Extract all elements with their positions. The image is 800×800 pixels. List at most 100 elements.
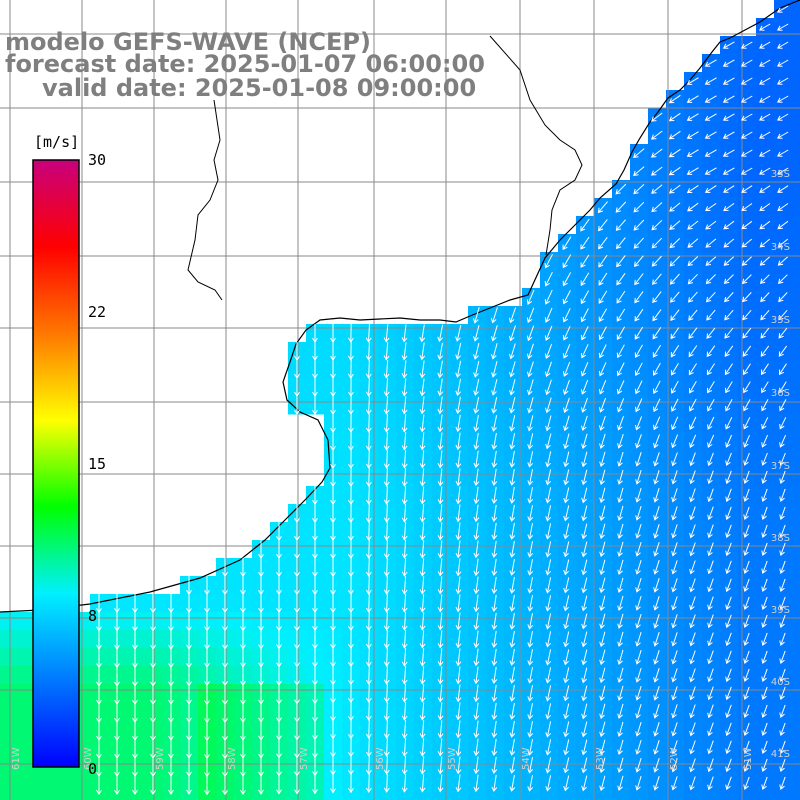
wind-arrow [760, 309, 770, 321]
wind-cell [0, 630, 19, 649]
wind-arrow [724, 292, 734, 303]
wind-arrow [383, 630, 390, 649]
wind-arrow [509, 415, 516, 432]
wind-arrow [455, 774, 462, 793]
wind-cell [792, 612, 800, 631]
wind-arrow [581, 487, 588, 504]
wind-arrow [581, 721, 588, 738]
wind-arrow [633, 201, 645, 213]
wind-cell [432, 792, 451, 800]
wind-cell [720, 792, 739, 800]
wind-arrow [635, 757, 642, 773]
wind-arrow [365, 342, 372, 361]
wind-arrow [635, 487, 642, 503]
wind-arrow [526, 343, 534, 360]
wind-cell [792, 756, 800, 775]
wind-arrow [671, 434, 679, 449]
wind-arrow [671, 416, 679, 431]
wind-arrow [687, 256, 699, 267]
wind-cell [108, 792, 127, 800]
wind-arrow [599, 505, 606, 522]
wind-arrow [491, 415, 498, 432]
wind-arrow [671, 560, 678, 575]
wind-cell [612, 792, 631, 800]
wind-arrow [689, 758, 696, 773]
wind-arrow [599, 631, 606, 648]
wind-cell [396, 792, 415, 800]
wind-arrow [686, 149, 699, 157]
wind-arrow [704, 149, 717, 157]
wind-arrow [562, 236, 572, 251]
wind-arrow [689, 722, 696, 737]
wind-arrow [581, 757, 588, 774]
wind-arrow [527, 415, 534, 432]
wind-arrow [689, 776, 696, 791]
wind-cell [792, 684, 800, 703]
wind-arrow [725, 434, 733, 448]
wind-arrow [778, 345, 788, 357]
wind-arrow [687, 291, 698, 303]
wind-arrow [705, 256, 717, 266]
wind-arrow [670, 362, 679, 376]
wind-arrow [401, 684, 408, 703]
wind-arrow [544, 361, 552, 378]
wind-cell [486, 792, 505, 800]
wind-arrow [761, 578, 768, 592]
wind-arrow [761, 488, 768, 502]
wind-arrow [707, 470, 714, 485]
wind-arrow [598, 380, 607, 395]
wind-arrow [671, 704, 678, 719]
wind-cell [468, 792, 487, 800]
wind-arrow [491, 325, 498, 342]
wind-arrow [688, 327, 698, 340]
wind-arrow [545, 505, 552, 522]
wind-arrow [617, 667, 624, 684]
wind-arrow [653, 542, 660, 557]
wind-arrow [527, 397, 534, 414]
wind-arrow [777, 274, 788, 284]
wind-arrow [437, 540, 444, 559]
wind-arrow [616, 255, 626, 268]
wind-arrow [437, 342, 444, 361]
wind-arrow [509, 486, 516, 504]
wind-arrow [742, 327, 752, 339]
wind-cell [792, 72, 800, 91]
wind-cell [738, 792, 757, 800]
wind-arrow [527, 379, 534, 396]
wind-arrow [777, 256, 788, 266]
wind-arrow [743, 524, 750, 538]
wind-arrow [776, 77, 789, 85]
wind-arrow [706, 345, 716, 358]
wind-arrow [743, 686, 750, 700]
wind-arrow [491, 666, 498, 685]
wind-arrow [740, 41, 753, 49]
wind-arrow [689, 596, 696, 611]
colorbar-tick-0: 0 [88, 760, 97, 778]
wind-arrow [742, 292, 752, 303]
wind-arrow [473, 702, 480, 721]
wind-arrow [725, 524, 732, 539]
wind-arrow [653, 524, 660, 539]
wind-cell [378, 792, 397, 800]
wind-arrow [598, 326, 607, 341]
wind-arrow [778, 363, 787, 376]
wind-arrow [653, 560, 660, 575]
wind-arrow [599, 451, 606, 467]
wind-arrow [491, 684, 498, 703]
wind-arrow [616, 344, 625, 359]
wind-arrow [545, 379, 552, 396]
wind-arrow [671, 398, 679, 412]
latitude-label: 35S [771, 315, 790, 326]
wind-arrow [527, 667, 534, 684]
wind-arrow [509, 397, 516, 414]
wind-arrow [652, 380, 661, 395]
wind-arrow [545, 685, 552, 702]
wind-arrow [563, 631, 570, 648]
wind-arrow [652, 327, 662, 340]
wind-cell [342, 792, 361, 800]
wind-arrow [473, 307, 480, 324]
wind-arrow [599, 469, 606, 486]
wind-arrow [365, 467, 372, 487]
wind-arrow [707, 668, 714, 683]
wind-arrow [599, 433, 606, 450]
